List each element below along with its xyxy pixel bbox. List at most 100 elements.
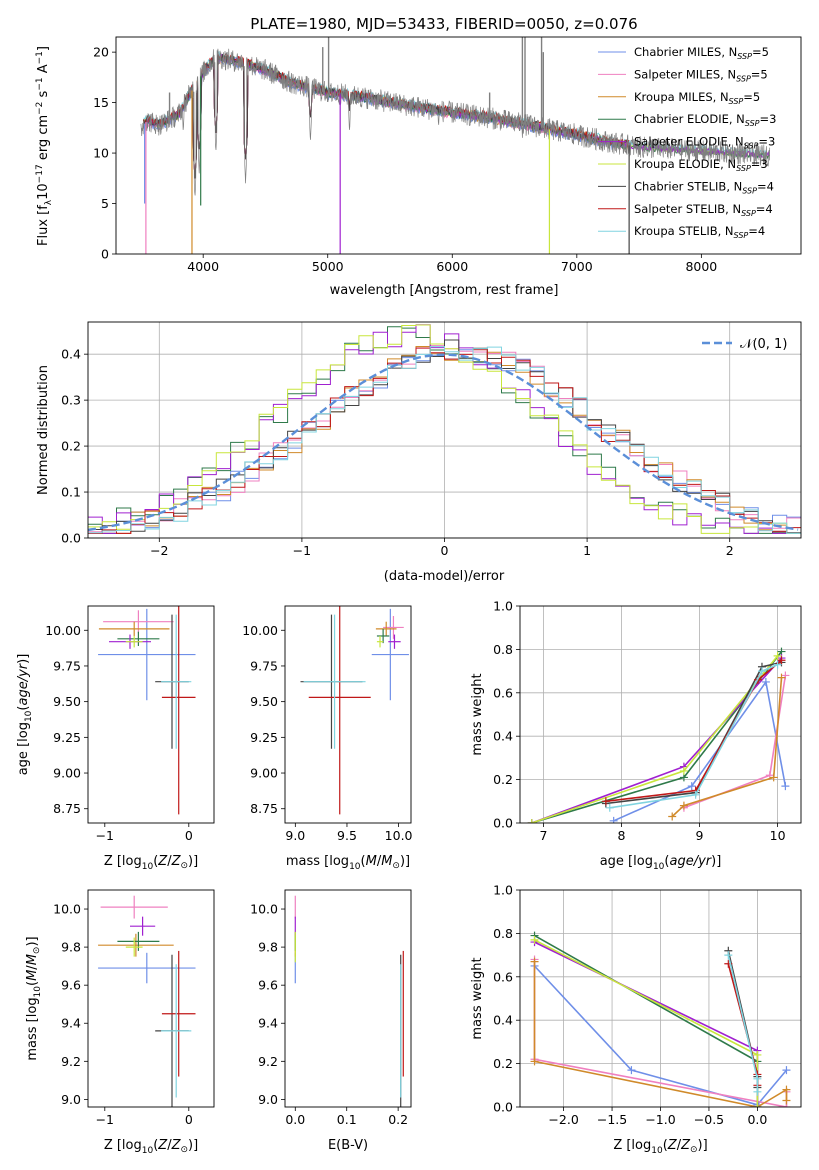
plot-area-age-vs-Z	[98, 606, 196, 815]
y-tick-label: 0.6	[493, 685, 513, 700]
y-tick-label: 9.50	[53, 694, 81, 709]
weight-marker-8	[757, 667, 766, 676]
x-tick-label: −0.5	[694, 1112, 724, 1127]
axes-weight-vs-Z: −2.0 −1.5 −1.0 −0.5 0.0 0.0 0.2 0.4 0.6 0.8 1.0 Z […	[470, 883, 802, 1156]
axes-residuals: −2 −1 0 1 2 0.0 0.1 0.2 0.3 0.4 (data-model)/error…	[36, 321, 802, 584]
model-spectrum-7	[142, 53, 630, 179]
y-axis-label: Normed distribution	[36, 365, 51, 495]
legend-entry: Kroupa MILES, NSSP=5	[634, 90, 760, 106]
weight-marker-2	[782, 1085, 791, 1094]
legend-entry: Salpeter ELODIE, NSSP=3	[634, 135, 775, 151]
model-spectrum-0	[142, 57, 630, 179]
x-tick-label: 9	[696, 828, 704, 843]
legend: Chabrier MILES, NSSP=5 Salpeter MILES, NS…	[598, 45, 776, 240]
axes-frame-mass-vs-EBV	[284, 889, 412, 1108]
x-tick-label: 5000	[312, 259, 344, 274]
plot-area-spectrum	[140, 37, 771, 254]
y-tick-label: 9.6	[258, 978, 278, 993]
axes-frame-spectrum	[115, 36, 802, 255]
weight-marker-2	[679, 801, 688, 810]
x-axis-label: age [log10(age/yr)]	[600, 854, 722, 872]
weight-line-4	[534, 941, 759, 1107]
axes-mass-vs-EBV: 0.0 0.1 0.2 9.0 9.2 9.4 9.6 9.8 10.0 E(B-V)	[250, 889, 412, 1153]
weight-marker-8	[605, 803, 614, 812]
y-axis-label: mass weight	[470, 673, 485, 755]
legend-entry: Chabrier STELIB, NSSP=4	[634, 179, 774, 195]
x-tick-label: 0.0	[747, 1112, 767, 1127]
y-tick-label: 10	[93, 146, 109, 161]
y-tick-label: 0.2	[61, 439, 81, 454]
y-tick-label: 0.1	[61, 485, 81, 500]
weight-line-2	[671, 677, 783, 818]
axes-mass-vs-Z: −1 0 9.0 9.2 9.4 9.6 9.8 10.0 Z [log10(Z/Z⊙)] mas…	[25, 889, 215, 1156]
weight-line-6	[605, 661, 782, 805]
x-tick-label: 0	[441, 543, 449, 558]
y-tick-label: 0.6	[493, 969, 513, 984]
weight-line-5	[534, 939, 759, 1107]
weight-marker-2	[769, 773, 778, 782]
weight-marker-2	[530, 1057, 539, 1066]
y-tick-label: 10.0	[250, 902, 278, 917]
y-tick-label: 9.2	[61, 1054, 81, 1069]
plot-area-mass-vs-EBV	[294, 895, 404, 1107]
legend-entry: Chabrier MILES, NSSP=5	[634, 45, 769, 61]
x-tick-label: −1.5	[597, 1112, 627, 1127]
x-tick-label: 10.0	[385, 828, 413, 843]
weight-marker-8	[753, 1087, 762, 1096]
x-tick-label: 8000	[685, 259, 717, 274]
y-tick-label: 10.0	[53, 902, 81, 917]
y-axis-label: age [log10(age/yr)]	[16, 654, 34, 776]
x-tick-label: 0.1	[337, 1112, 357, 1127]
legend-entry: Kroupa ELODIE, NSSP=3	[634, 157, 768, 173]
y-tick-label: 9.0	[258, 1092, 278, 1107]
weight-line-7	[727, 963, 759, 1086]
axes-frame-age-vs-mass	[284, 605, 412, 824]
weight-line-8	[727, 954, 759, 1092]
y-tick-label: 8.75	[53, 801, 81, 816]
weight-marker-0	[761, 677, 770, 686]
model-spectrum-2	[142, 56, 630, 179]
axes-frame-mass-vs-Z	[87, 889, 215, 1108]
y-tick-label: 0.4	[61, 347, 81, 362]
axes-frame-residuals	[87, 321, 802, 539]
legend-entry: Salpeter MILES, NSSP=5	[634, 67, 768, 83]
legend-entry: 𝒩(0, 1)	[740, 337, 787, 352]
weight-marker-7	[601, 797, 610, 806]
weight-marker-0	[781, 782, 790, 791]
x-tick-label: −1.0	[645, 1112, 675, 1127]
weight-line-4	[531, 657, 783, 823]
x-tick-label: 9.5	[337, 828, 357, 843]
y-tick-label: 9.6	[61, 978, 81, 993]
weight-marker-8	[773, 660, 782, 669]
weight-marker-5	[527, 819, 536, 823]
x-tick-label: 0	[185, 828, 193, 843]
y-tick-label: 9.4	[258, 1016, 278, 1031]
y-tick-label: 9.00	[53, 766, 81, 781]
y-tick-label: 9.50	[250, 694, 278, 709]
x-axis-label: E(B-V)	[328, 1138, 368, 1153]
y-tick-label: 9.25	[250, 730, 278, 745]
legend-entry: Kroupa STELIB, NSSP=4	[634, 224, 765, 240]
plot-area-residuals	[88, 322, 801, 538]
observed-spectrum	[140, 48, 771, 196]
y-tick-label: 0.0	[61, 531, 81, 546]
x-tick-label: 0.2	[388, 1112, 408, 1127]
model-spectrum-1	[142, 56, 630, 179]
y-tick-label: 9.25	[53, 730, 81, 745]
plot-area-weight-vs-age	[520, 606, 801, 823]
y-tick-label: 0.0	[493, 1100, 513, 1115]
weight-marker-0	[609, 816, 618, 823]
y-tick-label: 20	[93, 45, 109, 60]
x-tick-label: 0	[185, 1112, 193, 1127]
x-tick-label: 7	[539, 828, 547, 843]
weight-marker-5	[753, 1050, 762, 1059]
x-tick-label: 10	[770, 828, 786, 843]
y-tick-label: 10.00	[45, 623, 81, 638]
axes-frame-weight-vs-Z	[519, 889, 802, 1108]
x-axis-label: Z [log10(Z/Z⊙)]	[104, 854, 198, 872]
y-tick-label: 1.0	[493, 883, 513, 898]
x-axis-label: wavelength [Angstrom, rest frame]	[330, 283, 559, 298]
x-tick-label: −1	[293, 543, 311, 558]
